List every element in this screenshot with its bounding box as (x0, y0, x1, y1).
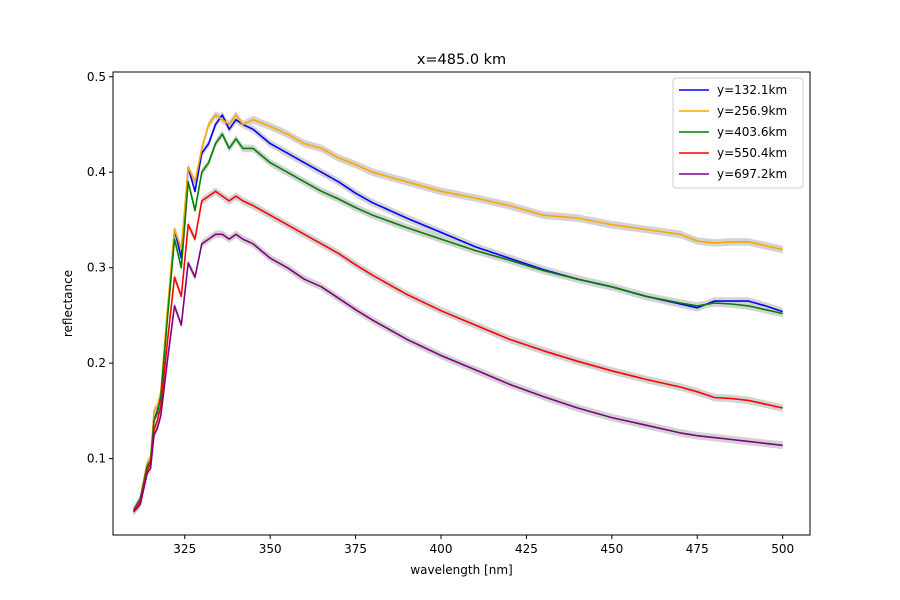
chart-title: x=485.0 km (417, 52, 506, 68)
x-tick-label: 450 (600, 542, 623, 556)
y-tick-label: 0.2 (87, 356, 106, 370)
uncertainty-band-2 (133, 111, 783, 514)
series-line-4 (132, 190, 783, 511)
x-tick-label: 400 (430, 542, 453, 556)
y-tick-label: 0.3 (87, 261, 106, 275)
legend-box (672, 77, 804, 189)
series-lines (132, 114, 783, 513)
legend-label-2: y=256.9km (717, 104, 787, 118)
series-line-3 (132, 133, 783, 511)
x-tick-label: 475 (686, 542, 709, 556)
y-axis-label: reflectance (61, 270, 75, 337)
legend-label-3: y=403.6km (717, 125, 787, 139)
plot-frame (112, 71, 811, 536)
legend-label-1: y=132.1km (717, 83, 787, 97)
legend-label-5: y=697.2km (717, 167, 787, 181)
legend-label-4: y=550.4km (717, 146, 787, 160)
x-tick-label: 350 (259, 542, 282, 556)
y-axis-ticks: 0.1 0.2 0.3 0.4 0.5 (87, 70, 113, 466)
y-tick-label: 0.1 (87, 452, 106, 466)
x-axis-ticks: 325 350 375 400 425 450 475 500 (173, 535, 794, 556)
x-tick-label: 500 (771, 542, 794, 556)
x-tick-label: 325 (173, 542, 196, 556)
series-line-5 (132, 233, 783, 513)
x-tick-label: 425 (515, 542, 538, 556)
y-tick-label: 0.4 (87, 165, 106, 179)
x-tick-label: 375 (344, 542, 367, 556)
x-axis-label: wavelength [nm] (410, 563, 512, 577)
y-tick-label: 0.5 (87, 70, 106, 84)
legend: y=132.1km y=256.9km y=403.6km y=550.4km y=69… (672, 77, 804, 189)
